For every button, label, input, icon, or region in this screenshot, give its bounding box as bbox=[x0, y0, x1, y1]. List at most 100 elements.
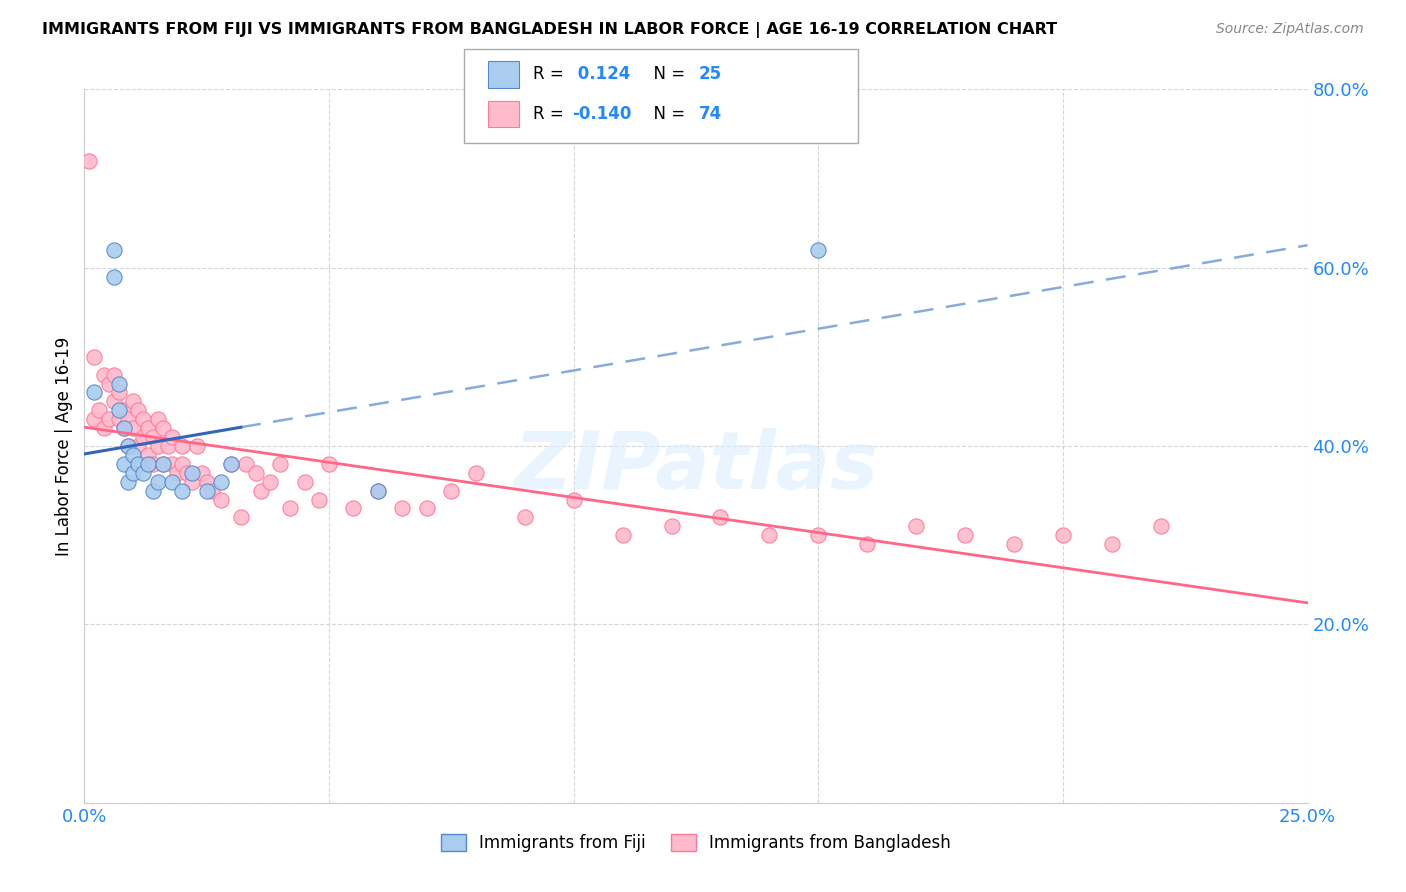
Point bbox=[235, 457, 257, 471]
Point bbox=[107, 403, 129, 417]
Point bbox=[156, 439, 179, 453]
Point bbox=[191, 466, 214, 480]
Point bbox=[127, 403, 149, 417]
Point bbox=[112, 421, 135, 435]
Text: IMMIGRANTS FROM FIJI VS IMMIGRANTS FROM BANGLADESH IN LABOR FORCE | AGE 16-19 CO: IMMIGRANTS FROM FIJI VS IMMIGRANTS FROM … bbox=[42, 22, 1057, 38]
Point bbox=[87, 403, 110, 417]
Point bbox=[117, 439, 139, 453]
Point bbox=[391, 501, 413, 516]
Text: R =: R = bbox=[533, 65, 569, 83]
Point bbox=[107, 385, 129, 400]
Point bbox=[152, 457, 174, 471]
Point bbox=[209, 475, 232, 489]
Point bbox=[186, 439, 208, 453]
Point bbox=[464, 466, 486, 480]
Point bbox=[107, 412, 129, 426]
Point bbox=[77, 153, 100, 168]
Text: 0.124: 0.124 bbox=[572, 65, 631, 83]
Point bbox=[132, 466, 155, 480]
Point bbox=[294, 475, 316, 489]
Point bbox=[122, 448, 145, 462]
Legend: Immigrants from Fiji, Immigrants from Bangladesh: Immigrants from Fiji, Immigrants from Ba… bbox=[434, 827, 957, 859]
Point bbox=[122, 394, 145, 409]
Point bbox=[112, 403, 135, 417]
Point bbox=[195, 475, 218, 489]
Text: ZIPatlas: ZIPatlas bbox=[513, 428, 879, 507]
Point bbox=[245, 466, 267, 480]
Point bbox=[269, 457, 291, 471]
Point bbox=[152, 421, 174, 435]
Point bbox=[103, 394, 125, 409]
Point bbox=[308, 492, 330, 507]
Point bbox=[758, 528, 780, 542]
Point bbox=[97, 412, 120, 426]
Point bbox=[132, 430, 155, 444]
Text: N =: N = bbox=[643, 105, 690, 123]
Point bbox=[93, 368, 115, 382]
Point bbox=[181, 475, 204, 489]
Point bbox=[172, 457, 194, 471]
Point bbox=[117, 475, 139, 489]
Point bbox=[122, 466, 145, 480]
Text: N =: N = bbox=[643, 65, 690, 83]
Point bbox=[166, 466, 188, 480]
Point bbox=[367, 483, 389, 498]
Point bbox=[229, 510, 252, 524]
Point bbox=[259, 475, 281, 489]
Point bbox=[136, 421, 159, 435]
Point bbox=[176, 466, 198, 480]
Point bbox=[181, 466, 204, 480]
Point bbox=[103, 368, 125, 382]
Point bbox=[142, 457, 165, 471]
Point bbox=[152, 457, 174, 471]
Text: Source: ZipAtlas.com: Source: ZipAtlas.com bbox=[1216, 22, 1364, 37]
Point bbox=[953, 528, 976, 542]
Point bbox=[136, 448, 159, 462]
Point bbox=[278, 501, 301, 516]
Point bbox=[146, 439, 169, 453]
Point bbox=[103, 243, 125, 257]
Point bbox=[807, 528, 830, 542]
Point bbox=[209, 492, 232, 507]
Point bbox=[342, 501, 364, 516]
Point bbox=[1150, 519, 1173, 533]
Text: 74: 74 bbox=[699, 105, 723, 123]
Point bbox=[146, 412, 169, 426]
Point bbox=[416, 501, 439, 516]
Point bbox=[1052, 528, 1074, 542]
Point bbox=[219, 457, 242, 471]
Point bbox=[103, 269, 125, 284]
Point bbox=[219, 457, 242, 471]
Point bbox=[97, 376, 120, 391]
Point bbox=[1002, 537, 1025, 551]
Point bbox=[83, 385, 105, 400]
Text: R =: R = bbox=[533, 105, 569, 123]
Point bbox=[162, 475, 184, 489]
Point bbox=[367, 483, 389, 498]
Point bbox=[146, 475, 169, 489]
Y-axis label: In Labor Force | Age 16-19: In Labor Force | Age 16-19 bbox=[55, 336, 73, 556]
Point bbox=[440, 483, 463, 498]
Point bbox=[513, 510, 536, 524]
Point bbox=[127, 439, 149, 453]
Point bbox=[807, 243, 830, 257]
Point bbox=[318, 457, 340, 471]
Point bbox=[136, 457, 159, 471]
Point bbox=[195, 483, 218, 498]
Point bbox=[142, 483, 165, 498]
Point bbox=[562, 492, 585, 507]
Point bbox=[117, 439, 139, 453]
Point bbox=[162, 457, 184, 471]
Text: 25: 25 bbox=[699, 65, 721, 83]
Text: -0.140: -0.140 bbox=[572, 105, 631, 123]
Point bbox=[93, 421, 115, 435]
Point bbox=[856, 537, 879, 551]
Point bbox=[905, 519, 928, 533]
Point bbox=[112, 457, 135, 471]
Point bbox=[83, 350, 105, 364]
Point bbox=[122, 421, 145, 435]
Point bbox=[107, 376, 129, 391]
Point bbox=[132, 412, 155, 426]
Point bbox=[127, 457, 149, 471]
Point bbox=[661, 519, 683, 533]
